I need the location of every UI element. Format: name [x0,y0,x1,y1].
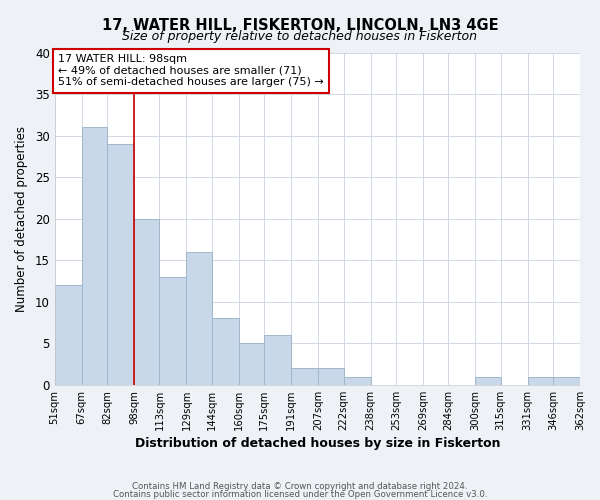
Bar [318,368,344,385]
Text: Contains HM Land Registry data © Crown copyright and database right 2024.: Contains HM Land Registry data © Crown c… [132,482,468,491]
X-axis label: Distribution of detached houses by size in Fiskerton: Distribution of detached houses by size … [134,437,500,450]
Bar [160,277,187,385]
Bar [239,344,264,385]
Bar [187,252,212,385]
Text: 17 WATER HILL: 98sqm
← 49% of detached houses are smaller (71)
51% of semi-detac: 17 WATER HILL: 98sqm ← 49% of detached h… [58,54,324,88]
Text: Contains public sector information licensed under the Open Government Licence v3: Contains public sector information licen… [113,490,487,499]
Bar [264,335,291,385]
Bar [553,376,580,385]
Text: 17, WATER HILL, FISKERTON, LINCOLN, LN3 4GE: 17, WATER HILL, FISKERTON, LINCOLN, LN3 … [101,18,499,32]
Bar [344,376,371,385]
Bar [107,144,134,385]
Bar [291,368,318,385]
Text: Size of property relative to detached houses in Fiskerton: Size of property relative to detached ho… [122,30,478,43]
Bar [134,218,160,385]
Bar [55,285,82,385]
Bar [475,376,500,385]
Bar [212,318,239,385]
Bar [82,128,107,385]
Y-axis label: Number of detached properties: Number of detached properties [15,126,28,312]
Bar [527,376,553,385]
